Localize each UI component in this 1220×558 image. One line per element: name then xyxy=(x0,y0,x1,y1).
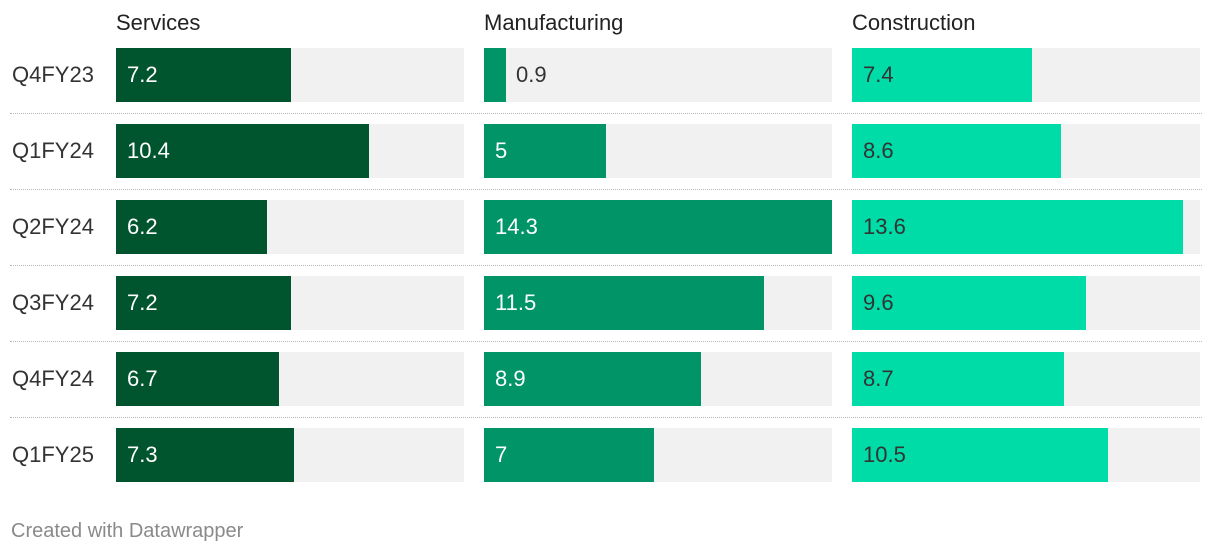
value-label-services-q1fy24: 10.4 xyxy=(127,138,170,163)
value-label-manufacturing-q3fy24: 11.5 xyxy=(495,290,537,315)
bar-track-construction-q1fy25: 10.5 xyxy=(852,428,1200,482)
value-label-manufacturing-q1fy24: 5 xyxy=(495,138,508,163)
row-separator xyxy=(10,113,1202,114)
row-separator xyxy=(10,265,1202,266)
bar-services-q2fy24 xyxy=(116,200,267,254)
datawrapper-credit: Created with Datawrapper xyxy=(11,520,244,542)
bar-track-construction-q4fy23: 7.4 xyxy=(852,48,1200,102)
bar-manufacturing-q4fy24 xyxy=(484,352,701,406)
column-header-manufacturing: Manufacturing xyxy=(484,10,624,35)
value-label-services-q3fy24: 7.2 xyxy=(127,290,158,315)
row-separator xyxy=(10,417,1202,418)
bar-services-q4fy23 xyxy=(116,48,291,102)
bar-track-manufacturing-q1fy24: 5 xyxy=(484,124,832,178)
row-label-q1fy25: Q1FY25 xyxy=(12,442,94,467)
value-label-services-q1fy25: 7.3 xyxy=(127,442,158,467)
value-label-manufacturing-q2fy24: 14.3 xyxy=(495,214,538,239)
value-label-services-q4fy24: 6.7 xyxy=(127,366,158,391)
value-label-construction-q1fy24: 8.6 xyxy=(863,138,894,163)
value-label-services-q4fy23: 7.2 xyxy=(127,62,158,87)
bar-track-manufacturing-q3fy24: 11.5 xyxy=(484,276,832,330)
value-label-construction-q4fy23: 7.4 xyxy=(863,62,894,87)
value-label-manufacturing-q4fy24: 8.9 xyxy=(495,366,526,391)
bar-track-construction-q2fy24: 13.6 xyxy=(852,200,1200,254)
bar-track-services-q4fy24: 6.7 xyxy=(116,352,464,406)
bar-construction-q1fy24 xyxy=(852,124,1061,178)
column-header-construction: Construction xyxy=(852,10,976,35)
bar-manufacturing-q1fy24 xyxy=(484,124,606,178)
bar-track-manufacturing-q1fy25: 7 xyxy=(484,428,832,482)
row-label-q1fy24: Q1FY24 xyxy=(12,138,94,163)
value-label-construction-q3fy24: 9.6 xyxy=(863,290,894,315)
column-header-services: Services xyxy=(116,10,201,35)
bar-track-construction-q3fy24: 9.6 xyxy=(852,276,1200,330)
row-label-q2fy24: Q2FY24 xyxy=(12,214,94,239)
value-label-construction-q2fy24: 13.6 xyxy=(863,214,906,239)
bar-services-q3fy24 xyxy=(116,276,291,330)
row-label-q4fy24: Q4FY24 xyxy=(12,366,94,391)
value-label-manufacturing-q4fy23: 0.9 xyxy=(516,62,547,87)
value-label-services-q2fy24: 6.2 xyxy=(127,214,158,239)
bar-track-manufacturing-q4fy23: 0.9 xyxy=(484,48,832,102)
bar-track-construction-q4fy24: 8.7 xyxy=(852,352,1200,406)
value-label-manufacturing-q1fy25: 7 xyxy=(495,442,508,467)
bar-track-construction-q1fy24: 8.6 xyxy=(852,124,1200,178)
bar-construction-q3fy24 xyxy=(852,276,1086,330)
bar-track-services-q1fy25: 7.3 xyxy=(116,428,464,482)
small-multiples-bar-chart: Services Manufacturing Construction Q4FY23 7… xyxy=(10,10,1202,482)
row-label-q4fy23: Q4FY23 xyxy=(12,62,94,87)
row-separator xyxy=(10,189,1202,190)
bar-manufacturing-q4fy23 xyxy=(484,48,506,102)
bar-track-manufacturing-q2fy24: 14.3 xyxy=(484,200,832,254)
bar-track-manufacturing-q4fy24: 8.9 xyxy=(484,352,832,406)
bar-services-q1fy24 xyxy=(116,124,369,178)
bar-services-q1fy25 xyxy=(116,428,294,482)
bar-construction-q4fy23 xyxy=(852,48,1032,102)
bar-manufacturing-q3fy24 xyxy=(484,276,764,330)
value-label-construction-q1fy25: 10.5 xyxy=(863,442,906,467)
row-separator xyxy=(10,341,1202,342)
row-label-q3fy24: Q3FY24 xyxy=(12,290,94,315)
bar-manufacturing-q1fy25 xyxy=(484,428,654,482)
bar-construction-q1fy25 xyxy=(852,428,1108,482)
bar-services-q4fy24 xyxy=(116,352,279,406)
bar-track-services-q3fy24: 7.2 xyxy=(116,276,464,330)
value-label-construction-q4fy24: 8.7 xyxy=(863,366,894,391)
bar-manufacturing-q2fy24 xyxy=(484,200,832,254)
bar-construction-q4fy24 xyxy=(852,352,1064,406)
bar-construction-q2fy24 xyxy=(852,200,1183,254)
bar-track-services-q1fy24: 10.4 xyxy=(116,124,464,178)
bar-track-services-q2fy24: 6.2 xyxy=(116,200,464,254)
bar-track-services-q4fy23: 7.2 xyxy=(116,48,464,102)
